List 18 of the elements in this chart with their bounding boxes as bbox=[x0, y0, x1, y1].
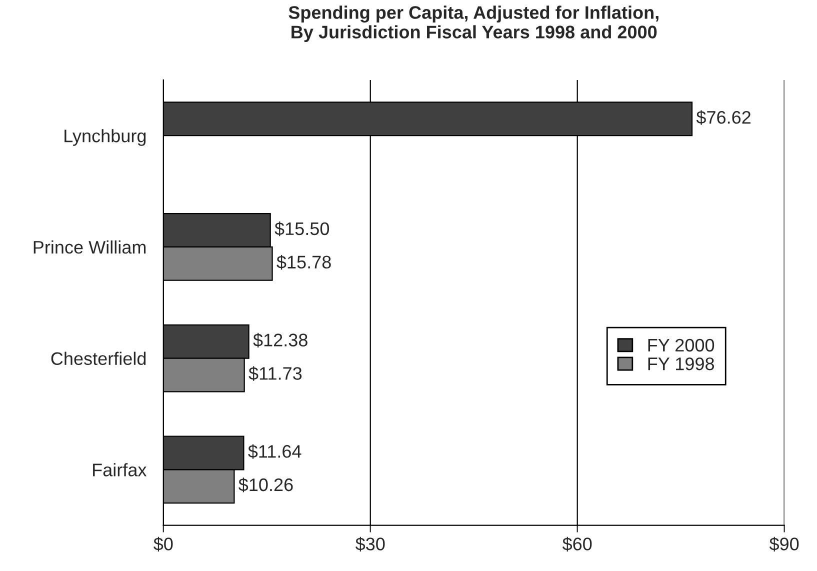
data-label: $15.50 bbox=[274, 222, 330, 236]
x-tick-label: $90 bbox=[769, 536, 799, 552]
y-tick-label: Chesterfield bbox=[51, 352, 146, 366]
legend-label: FY 2000 bbox=[648, 338, 714, 352]
data-label: $76.62 bbox=[696, 110, 750, 125]
data-label: $11.64 bbox=[248, 444, 302, 459]
data-label: $15.78 bbox=[276, 254, 331, 270]
x-tick-label: $30 bbox=[356, 536, 385, 552]
chart-title: Spending per Capita, Adjusted for Inflation, By Jurisdiction Fiscal Years 1998 and 2000 bbox=[288, 6, 658, 42]
x-tick-label: $60 bbox=[562, 536, 592, 552]
data-label: $12.38 bbox=[253, 332, 308, 348]
data-label: $10.26 bbox=[238, 478, 293, 492]
data-label: $11.73 bbox=[248, 366, 302, 381]
legend-label: FY 1998 bbox=[648, 357, 714, 370]
y-tick-label: Prince William bbox=[34, 240, 146, 254]
y-tick-label: Lynchburg bbox=[64, 129, 146, 146]
y-tick-label: Fairfax bbox=[93, 463, 147, 476]
x-tick-label: $0 bbox=[154, 536, 173, 552]
